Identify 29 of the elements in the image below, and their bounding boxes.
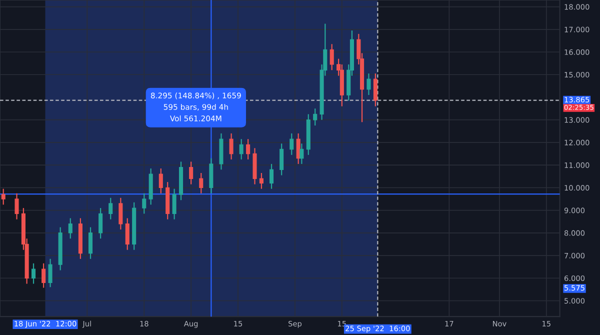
candlestick [366,72,371,96]
candlestick [229,132,234,160]
candlestick [108,197,113,220]
candlestick [373,72,378,107]
candlestick [269,163,274,190]
candlestick [118,197,123,230]
candlestick [1,188,6,206]
candlestick [199,172,204,194]
candlestick [48,258,52,288]
candlestick [42,262,46,288]
candlestick [313,108,318,126]
candlestick [88,226,93,260]
candlestick [125,218,130,250]
candlestick [172,188,176,220]
candlestick [280,143,284,176]
candlestick [330,44,334,71]
candlestick [239,138,244,160]
candlestick [14,192,19,220]
candlestick [300,143,304,164]
candlestick [158,168,163,194]
candlestick [68,218,72,240]
candlestick [31,262,36,284]
candlestick [246,138,250,160]
candlestick [189,161,194,185]
candlestick [209,158,214,194]
candlestick [259,172,264,190]
candlestick [142,192,146,214]
candlestick [98,207,103,240]
candlestick [290,132,294,156]
